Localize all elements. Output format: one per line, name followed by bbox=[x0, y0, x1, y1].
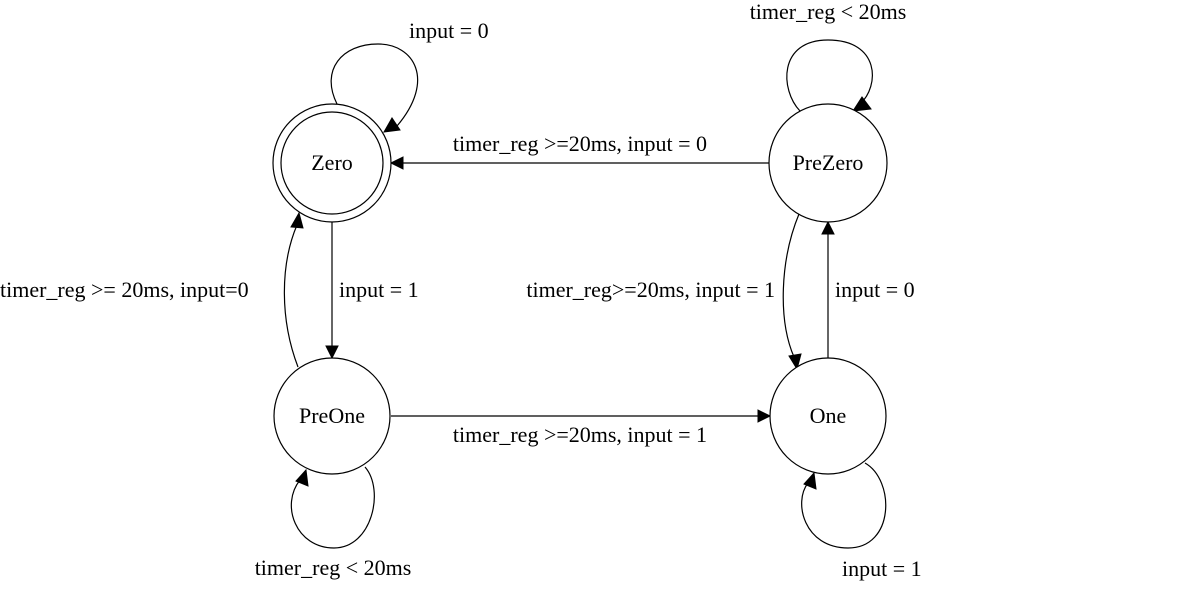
label-preone-to-zero: timer_reg >= 20ms, input=0 bbox=[0, 277, 249, 302]
label-prezero-self: timer_reg < 20ms bbox=[750, 0, 907, 24]
edge-preone-to-zero bbox=[283, 211, 304, 368]
edge-one-to-prezero bbox=[821, 220, 835, 358]
label-zero-to-preone: input = 1 bbox=[339, 277, 419, 302]
state-zero-label: Zero bbox=[311, 150, 353, 175]
state-zero: Zero bbox=[272, 103, 392, 223]
state-preone: PreOne bbox=[273, 357, 391, 475]
label-prezero-to-zero: timer_reg >=20ms, input = 0 bbox=[453, 131, 707, 156]
state-prezero-label: PreZero bbox=[793, 150, 864, 175]
state-one-label: One bbox=[810, 403, 847, 428]
label-one-to-prezero: input = 0 bbox=[835, 277, 915, 302]
edge-preone-self-loop bbox=[290, 466, 375, 549]
state-one: One bbox=[769, 357, 887, 475]
edge-zero-to-preone bbox=[325, 222, 339, 360]
edge-preone-to-one bbox=[391, 409, 772, 423]
state-preone-label: PreOne bbox=[299, 403, 365, 428]
edge-prezero-to-one bbox=[782, 213, 802, 371]
state-prezero: PreZero bbox=[768, 103, 888, 223]
label-one-self: input = 1 bbox=[842, 556, 922, 581]
label-preone-self: timer_reg < 20ms bbox=[255, 555, 412, 580]
label-preone-to-one: timer_reg >=20ms, input = 1 bbox=[453, 422, 707, 447]
edge-zero-self-loop bbox=[330, 43, 419, 133]
label-prezero-to-one: timer_reg>=20ms, input = 1 bbox=[526, 277, 775, 302]
edge-prezero-self-loop bbox=[786, 39, 873, 112]
label-zero-self: input = 0 bbox=[409, 18, 489, 43]
edge-prezero-to-zero bbox=[389, 156, 770, 170]
edge-one-self-loop bbox=[801, 462, 887, 549]
